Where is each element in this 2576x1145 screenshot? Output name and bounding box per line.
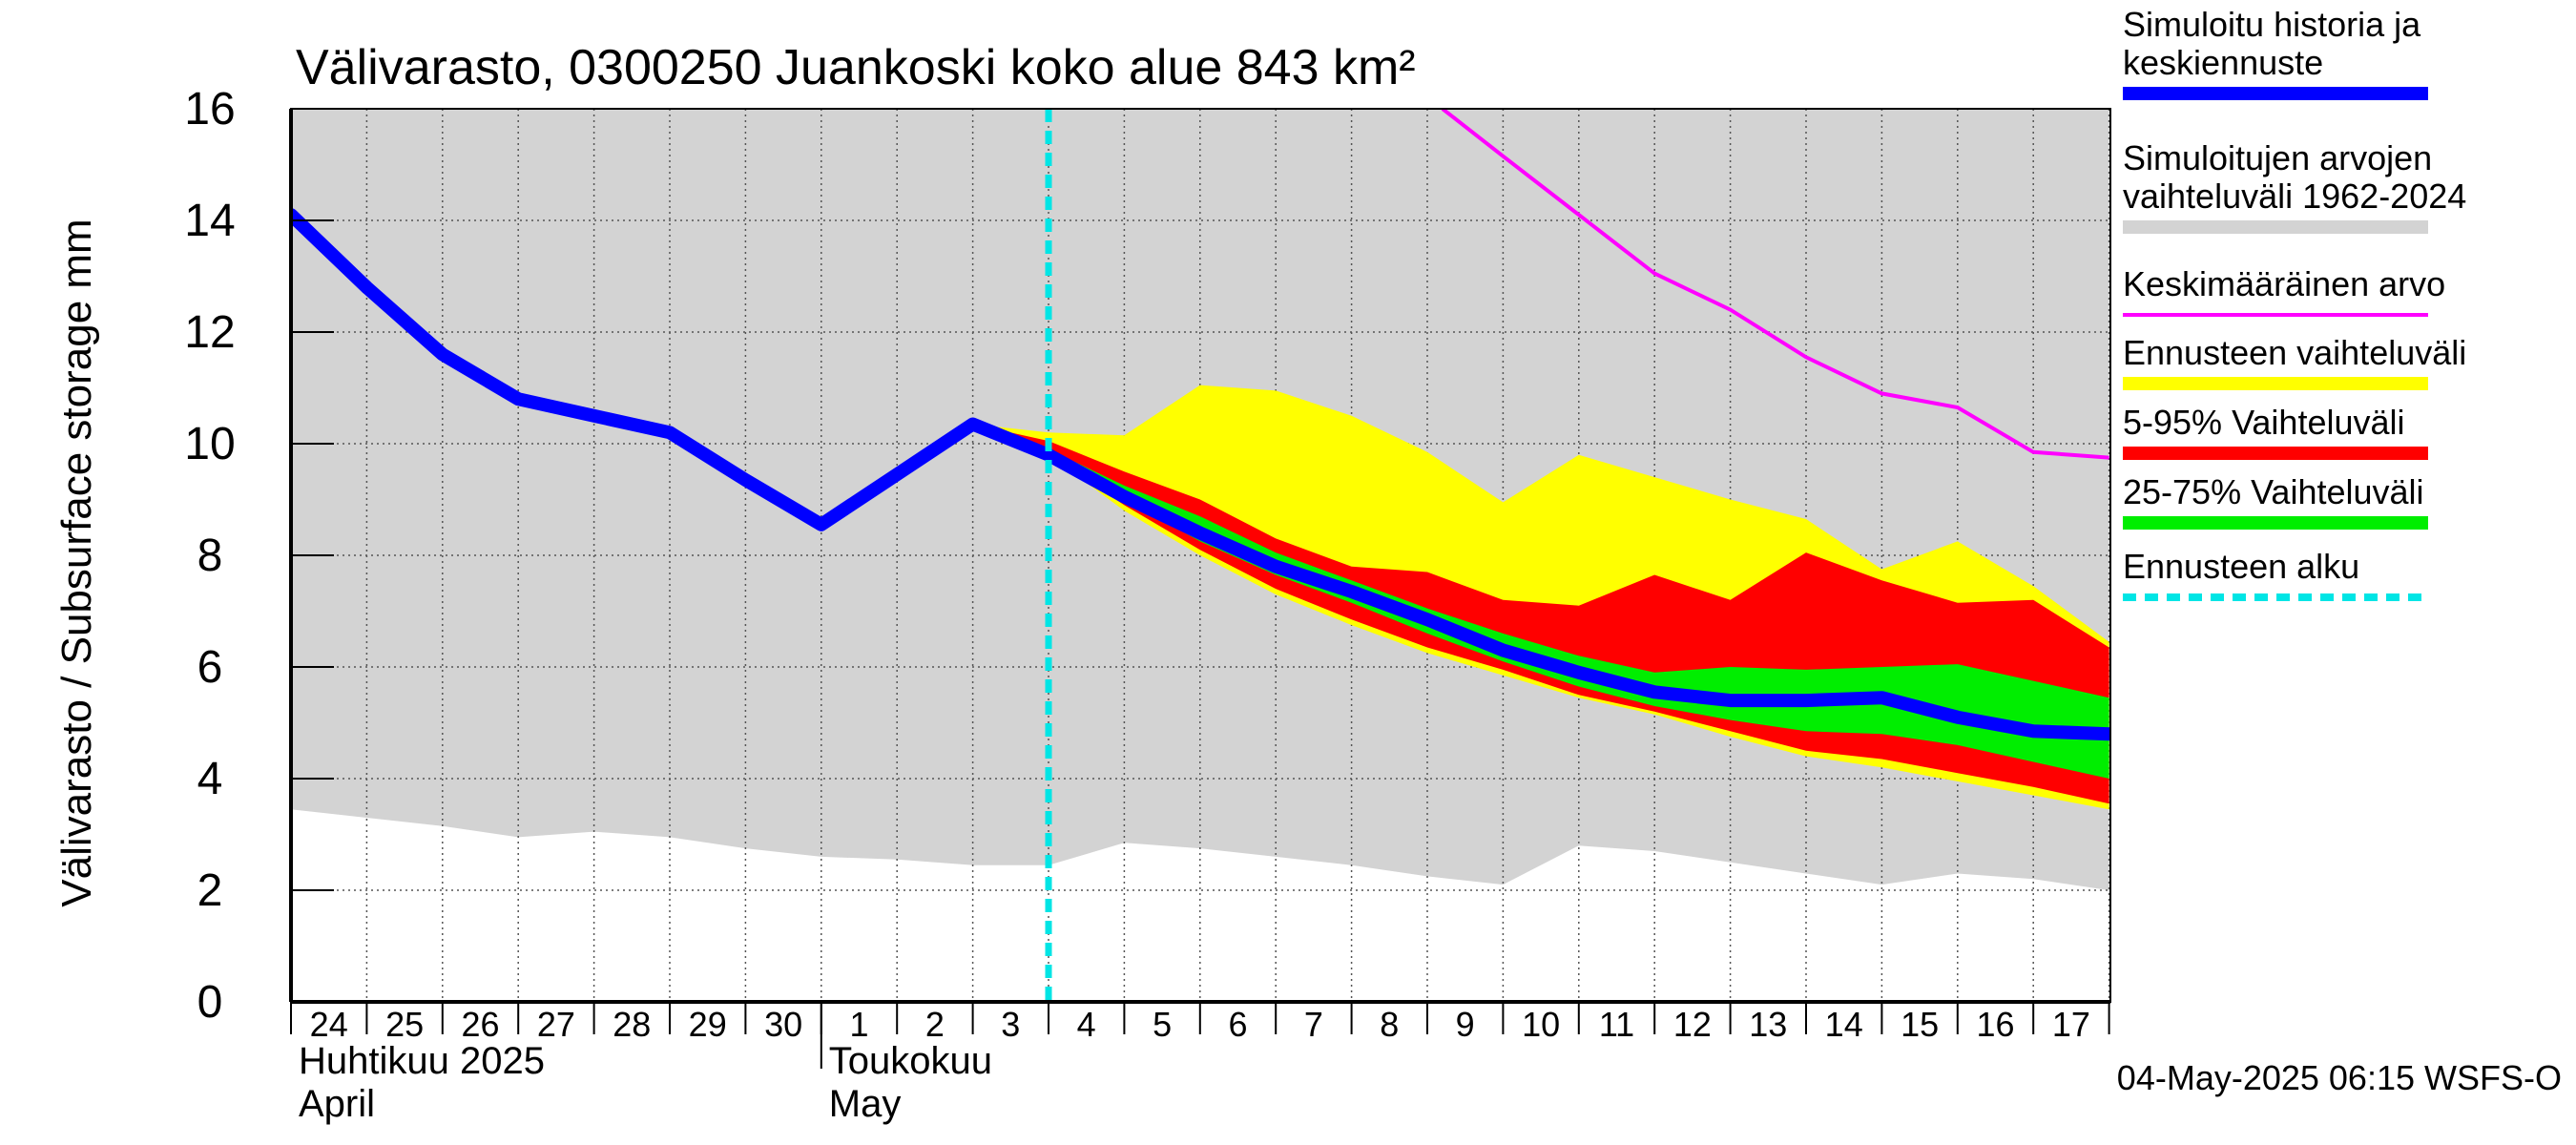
y-tick-label: 0 xyxy=(197,977,223,1028)
x-month-label: Toukokuu xyxy=(829,1040,992,1082)
x-month-label-en: May xyxy=(829,1083,902,1125)
y-tick-label: 2 xyxy=(197,865,223,916)
y-axis-label: Välivarasto / Subsurface storage mm xyxy=(53,219,100,906)
legend-label: Simuloitujen arvojen xyxy=(2123,138,2432,177)
plot-area xyxy=(291,109,2110,1002)
x-day-label: 13 xyxy=(1749,1005,1787,1044)
legend-label: Simuloitu historia ja xyxy=(2123,5,2421,44)
plot-content xyxy=(291,109,2110,1002)
legend-label: 25-75% Vaihteluväli xyxy=(2123,472,2424,511)
x-day-label: 8 xyxy=(1380,1005,1399,1044)
x-day-label: 1 xyxy=(849,1005,868,1044)
x-day-label: 28 xyxy=(613,1005,651,1044)
line-mean xyxy=(1441,109,2109,460)
x-day-label: 30 xyxy=(764,1005,802,1044)
x-day-label: 16 xyxy=(1976,1005,2014,1044)
x-day-label: 29 xyxy=(689,1005,727,1044)
y-tick-label: 16 xyxy=(184,84,235,135)
x-day-label: 3 xyxy=(1001,1005,1020,1044)
legend-label: Ennusteen vaihteluväli xyxy=(2123,333,2466,372)
x-day-label: 14 xyxy=(1825,1005,1863,1044)
y-tick-label: 12 xyxy=(184,307,235,358)
x-day-label: 12 xyxy=(1673,1005,1712,1044)
x-day-label: 25 xyxy=(385,1005,424,1044)
x-day-label: 24 xyxy=(310,1005,348,1044)
y-tick-label: 8 xyxy=(197,531,223,581)
x-day-label: 7 xyxy=(1304,1005,1323,1044)
footer-timestamp: 04-May-2025 06:15 WSFS-O xyxy=(2117,1058,2562,1097)
y-tick-label: 6 xyxy=(197,642,223,693)
x-day-label: 10 xyxy=(1522,1005,1560,1044)
x-day-label: 26 xyxy=(461,1005,499,1044)
x-month-label-en: April xyxy=(299,1083,375,1125)
x-day-label: 4 xyxy=(1077,1005,1096,1044)
x-day-label: 6 xyxy=(1228,1005,1247,1044)
x-day-label: 15 xyxy=(1901,1005,1939,1044)
y-tick-label: 10 xyxy=(184,419,235,469)
x-day-label: 27 xyxy=(537,1005,575,1044)
chart-title: Välivarasto, 0300250 Juankoski koko alue… xyxy=(296,40,1416,95)
x-day-label: 11 xyxy=(1599,1005,1634,1044)
legend-label: keskiennuste xyxy=(2123,43,2323,82)
x-day-label: 5 xyxy=(1153,1005,1172,1044)
y-tick-label: 4 xyxy=(197,754,223,804)
x-day-label: 9 xyxy=(1456,1005,1475,1044)
line-simulated xyxy=(291,208,2110,741)
band-25-75 xyxy=(972,424,2109,779)
x-month-label: Huhtikuu 2025 xyxy=(299,1040,545,1082)
y-tick-label: 14 xyxy=(184,196,235,246)
x-day-label: 17 xyxy=(2052,1005,2090,1044)
legend-label: 5-95% Vaihteluväli xyxy=(2123,403,2405,442)
legend-label: Keskimääräinen arvo xyxy=(2123,264,2445,303)
x-day-label: 2 xyxy=(925,1005,945,1044)
legend-label: Ennusteen alku xyxy=(2123,547,2359,586)
legend-label: vaihteluväli 1962-2024 xyxy=(2123,177,2466,216)
